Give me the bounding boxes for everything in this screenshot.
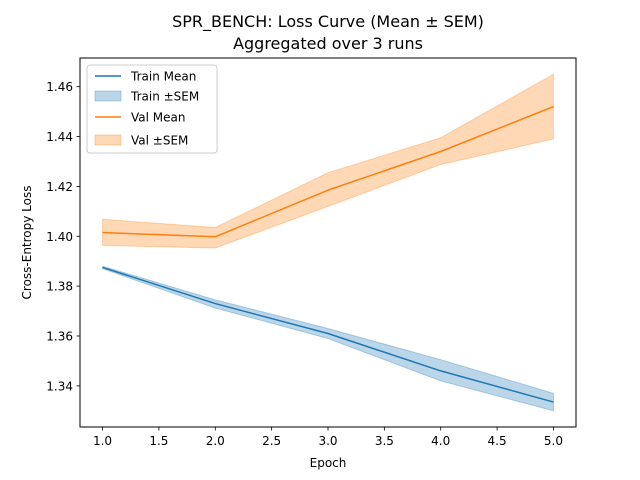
y-tick-label: 1.38 [46,280,73,294]
x-tick-label: 5.0 [544,434,563,448]
x-tick-label: 3.0 [318,434,337,448]
x-tick-label: 4.5 [488,434,507,448]
y-tick-label: 1.44 [46,130,73,144]
y-axis-label: Cross-Entropy Loss [20,186,34,300]
y-tick-label: 1.36 [46,329,73,343]
legend-train-sem-swatch [94,90,122,102]
x-tick-label: 3.5 [375,434,394,448]
x-tick-label: 2.0 [206,434,225,448]
train-mean-line [102,266,554,403]
legend-train-sem-label: Train ±SEM [130,90,199,104]
x-tick-label: 4.0 [431,434,450,448]
legend-train-mean-label: Train Mean [130,70,196,84]
train-sem-band [102,265,554,412]
x-tick-label: 1.5 [149,434,168,448]
x-axis-label: Epoch [310,456,347,470]
y-axis-ticks: 1.34 1.36 1.38 1.40 1.42 1.44 1.46 [46,80,80,393]
chart-title: SPR_BENCH: Loss Curve (Mean ± SEM) [172,12,484,32]
mean-lines [102,105,554,403]
chart-subtitle: Aggregated over 3 runs [233,34,423,53]
y-tick-label: 1.34 [46,379,73,393]
legend-val-sem-label: Val ±SEM [131,134,188,148]
y-tick-label: 1.42 [46,180,73,194]
y-tick-label: 1.46 [46,80,73,94]
legend: Train Mean Train ±SEM Val Mean Val ±SEM [86,64,218,154]
val-mean-line [102,105,554,238]
legend-box [86,64,218,154]
x-axis-ticks: 1.0 1.5 2.0 2.5 3.0 3.5 4.0 4.5 5.0 [93,427,563,448]
val-sem-band [102,73,554,249]
x-tick-label: 2.5 [262,434,281,448]
legend-val-sem-swatch [94,134,122,146]
y-tick-label: 1.40 [46,230,73,244]
sem-bands [102,73,554,412]
legend-val-mean-label: Val Mean [131,111,185,125]
x-tick-label: 1.0 [93,434,112,448]
